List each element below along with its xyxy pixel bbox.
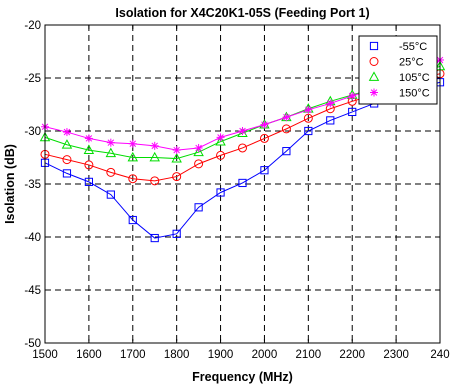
data-point: [368, 71, 380, 81]
chart-title: Isolation for X4C20K1-05S (Feeding Port …: [115, 6, 369, 20]
data-point: [84, 177, 93, 186]
data-point: [348, 107, 357, 117]
legend-label: 150°C: [399, 88, 430, 100]
legend: -55°C 25°C 105°C 150°C: [358, 35, 438, 105]
data-point: [128, 139, 137, 148]
x-tick-label: 240: [430, 349, 449, 361]
data-point: [194, 159, 204, 169]
y-tick-label: -40: [24, 232, 41, 244]
legend-label: 105°C: [399, 72, 430, 84]
data-point: [304, 105, 313, 114]
data-point: [171, 152, 182, 163]
x-axis-label: Frequency (MHz): [192, 370, 293, 384]
data-point: [128, 215, 137, 225]
legend-item: 25°C: [369, 57, 424, 69]
data-point: [62, 169, 72, 178]
data-point: [326, 99, 335, 108]
y-tick-label: -50: [24, 338, 41, 350]
grid-lines: [45, 25, 440, 343]
x-tick-label: 1900: [208, 349, 234, 361]
data-point: [370, 88, 378, 97]
data-point: [106, 167, 116, 177]
data-point: [348, 92, 357, 101]
legend-label: -55°C: [399, 41, 427, 53]
data-point: [172, 146, 181, 155]
y-axis-label: Isolation (dB): [3, 144, 17, 224]
data-point: [149, 151, 160, 162]
data-point: [259, 133, 269, 143]
data-point: [282, 113, 291, 122]
legend-item: 105°C: [368, 71, 430, 84]
data-point: [260, 120, 269, 129]
data-point: [194, 203, 203, 212]
data-point: [238, 127, 247, 135]
data-point: [194, 143, 203, 152]
legend-item: -55°C: [369, 41, 427, 53]
data-point: [105, 147, 117, 158]
data-point: [172, 172, 182, 182]
y-tick-label: -20: [24, 20, 41, 32]
data-point: [260, 166, 269, 175]
data-point: [282, 147, 291, 156]
data-point: [127, 151, 139, 162]
data-point: [172, 229, 181, 238]
data-point: [216, 133, 225, 142]
data-point: [150, 141, 159, 150]
data-point: [84, 160, 94, 170]
x-tick-label: 1500: [32, 349, 58, 361]
data-point: [238, 143, 247, 153]
data-point: [128, 174, 138, 184]
data-point: [83, 144, 95, 154]
data-point: [216, 188, 225, 197]
data-point: [281, 124, 291, 134]
data-point: [106, 190, 115, 199]
y-tick-label: -30: [24, 126, 41, 138]
legend-label: 25°C: [399, 57, 424, 69]
data-point: [61, 139, 73, 149]
y-tick-label: -25: [24, 73, 41, 85]
x-tick-label: 2100: [296, 349, 322, 361]
data-point: [304, 126, 313, 136]
y-tick-label: -45: [24, 285, 41, 297]
data-point: [84, 134, 93, 143]
data-point: [62, 128, 71, 137]
x-tick-label: 2200: [339, 349, 365, 361]
data-point: [62, 155, 72, 165]
legend-item: 150°C: [370, 88, 430, 100]
x-tick-label: 1800: [164, 349, 190, 361]
data-point: [215, 135, 226, 146]
data-point: [150, 176, 160, 186]
x-tick-label: 1600: [76, 349, 102, 361]
x-tick-label: 1700: [120, 349, 146, 361]
data-point: [216, 150, 226, 160]
data-point: [150, 233, 159, 243]
x-tick-label: 2000: [252, 349, 278, 361]
data-point: [238, 178, 247, 188]
data-point: [369, 41, 379, 51]
axis-ticks: 1500 1600 1700 1800 1900 2000 2100 2200 2300 240 -…: [24, 20, 449, 361]
data-point: [193, 146, 204, 157]
data-point: [369, 57, 379, 66]
data-point: [326, 116, 335, 125]
x-tick-label: 2300: [383, 349, 409, 361]
y-tick-label: -35: [24, 179, 41, 191]
data-point: [303, 113, 313, 123]
data-point: [106, 138, 115, 147]
